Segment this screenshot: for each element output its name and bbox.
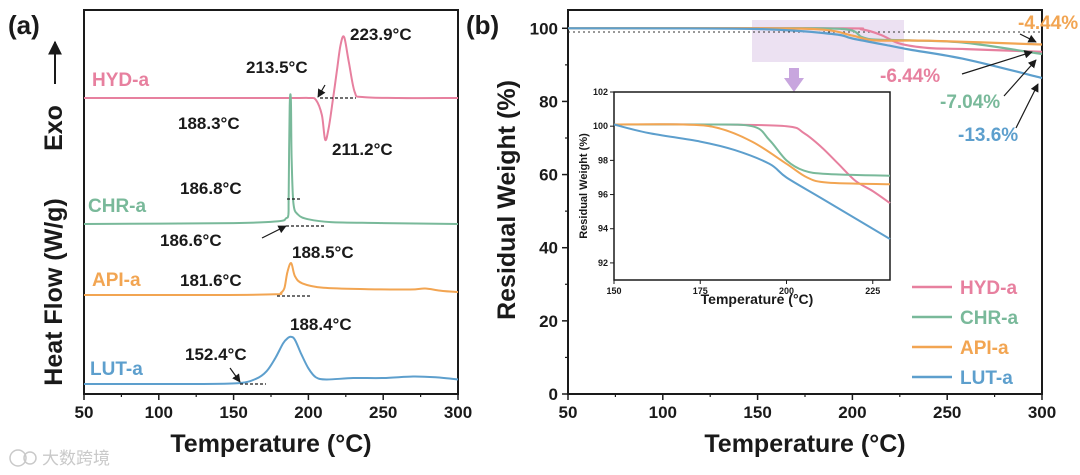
annotation-arrow-icon [229,367,241,383]
dsc-chart-panel: (a) 50 100 150 200 250 300 HYD-a CHR-a API-a LUT… [8,9,472,458]
series-label-api-a: API-a [92,270,141,291]
panel-label-a: (a) [8,10,40,40]
weight-loss-arrow-icon [1019,33,1037,43]
x-tick-label-b: 300 [1028,403,1056,422]
dsc-curve-hyd-a [84,35,459,142]
y-tick-label-b: 40 [539,239,558,258]
legend-label-lut-a: LUT-a [960,368,1013,389]
dsc-curve-lut-a [83,335,459,386]
dsc-annotations: HYD-a CHR-a API-a LUT-a 213.5°C 223.9°C 211.2°… [88,25,412,385]
series-label-chr-a: CHR-a [88,196,146,217]
dsc-curve-api-a [83,262,459,297]
y-tick-label-b: 60 [539,166,558,185]
inset-x-tick-label: 150 [606,286,621,296]
x-axis-label-b: Temperature (°C) [704,430,905,458]
inset-x-label: Temperature (°C) [701,291,814,307]
tga-curve-lut-a [567,27,1043,80]
x-tick-label-b: 250 [933,403,961,422]
inset-x-tick-label: 200 [779,286,794,296]
inset-frame [613,91,891,281]
weight-loss-label-chr-a: -7.04% [940,92,1000,113]
watermark-logo-icon [9,449,27,467]
zoom-arrow-icon [784,68,804,92]
temperature-annotation: 188.4°C [290,315,352,334]
weight-loss-arrow-icon [1015,83,1039,129]
inset-x-tick-label: 175 [693,286,708,296]
temperature-annotation: 181.6°C [180,271,242,290]
watermark-text: 大数跨境 [42,449,110,468]
inset-ticks: 150 175 200 225 92 94 96 98 100 102 [593,87,880,296]
x-tick-label-a: 150 [219,403,247,422]
legend: HYD-a CHR-a API-a LUT-a [912,278,1018,389]
x-tick-label-b: 150 [743,403,771,422]
legend-label-hyd-a: HYD-a [960,278,1017,299]
inset-y-tick-label: 102 [593,87,608,97]
weight-loss-annotations: -6.44%-7.04% -4.44% -13.6% [880,13,1078,146]
tga-chart-panel: (b) 50 100 150 200 250 300 0 20 40 60 80 100 -6.44%… [466,9,1078,458]
dsc-curves [83,35,459,386]
inset-y-tick-label: 94 [598,224,608,234]
temperature-annotation: 223.9°C [350,25,412,44]
watermark-logo-ring-icon [23,451,37,465]
x-tick-label-a: 100 [145,403,173,422]
series-label-lut-a: LUT-a [90,359,143,380]
inset-chart: 150 175 200 225 92 94 96 98 100 102 Temperature (… [578,87,891,307]
annotation-arrow-icon [317,84,326,98]
panel-label-b: (b) [466,10,499,40]
temperature-annotation: 186.6°C [160,231,222,250]
legend-label-api-a: API-a [960,338,1009,359]
watermark: 大数跨境 [9,449,110,468]
inset-y-label: Residual Weight (%) [578,133,590,239]
x-tick-label-a: 50 [75,403,94,422]
inset-curves [613,123,891,240]
series-label-hyd-a: HYD-a [92,70,149,91]
weight-loss-arrow-icon [961,50,1033,75]
y-tick-label-b: 20 [539,312,558,331]
x-axis-ticks-a: 50 100 150 200 250 300 [75,394,472,422]
exo-label: Exo [40,105,68,151]
dsc-curve-chr-a [83,93,459,225]
y-tick-label-b: 100 [530,19,558,38]
inset-x-tick-label: 225 [865,286,880,296]
temperature-annotation: 152.4°C [185,345,247,364]
weight-loss-label-hyd-a: -6.44% [880,66,940,87]
y-axis-label-b: Residual Weight (%) [493,80,521,320]
inset-y-tick-label: 98 [598,155,608,165]
weight-loss-label-api-a: -4.44% [1018,13,1078,34]
x-tick-label-b: 100 [649,403,677,422]
y-tick-label-b: 0 [549,385,558,404]
temperature-annotation: 186.8°C [180,179,242,198]
weight-loss-arrow-icon [1003,59,1037,97]
temperature-annotation: 211.2°C [332,140,393,159]
x-tick-label-b: 200 [838,403,866,422]
tga-curves [567,27,1043,80]
weight-loss-label-lut-a: -13.6% [958,125,1018,146]
y-axis-label-a: Heat Flow (W/g) [40,198,68,385]
inset-y-tick-label: 100 [593,121,608,131]
temperature-annotation: 188.5°C [292,243,354,262]
x-tick-label-a: 250 [369,403,397,422]
temperature-annotation: 188.3°C [178,114,240,133]
inset-y-tick-label: 96 [598,190,608,200]
inset-y-tick-label: 92 [598,258,608,268]
x-axis-label-a: Temperature (°C) [170,430,371,458]
x-tick-label-a: 300 [444,403,472,422]
legend-label-chr-a: CHR-a [960,308,1018,329]
y-tick-label-b: 80 [539,92,558,111]
annotation-arrow-icon [261,225,287,239]
axis-ticks-b: 50 100 150 200 250 300 0 20 40 60 80 100 [530,19,1057,422]
temperature-annotation: 213.5°C [246,58,308,77]
inset-curve-lut-a [613,123,891,240]
inset-curve-api-a [613,123,891,186]
x-tick-label-a: 200 [294,403,322,422]
x-tick-label-b: 50 [559,403,578,422]
